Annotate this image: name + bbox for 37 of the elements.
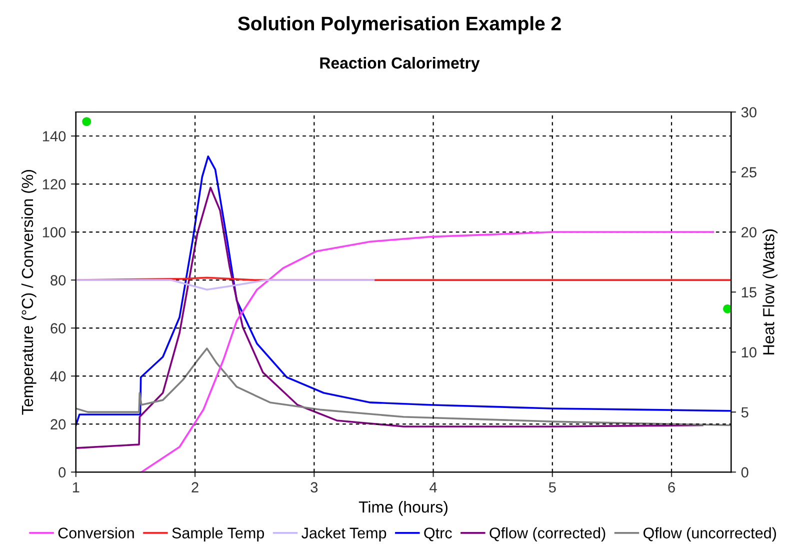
y-tick-label: 140	[42, 131, 66, 142]
x-tick-label: 4	[430, 482, 437, 492]
y2-tick-label: 25	[742, 167, 756, 178]
line-series	[76, 156, 732, 426]
legend-label: Qflow (uncorrected)	[644, 527, 776, 542]
y2-tick-label: 10	[742, 347, 756, 358]
legend-label: Qflow (corrected)	[490, 527, 606, 542]
y-tick-label: 80	[50, 275, 66, 286]
chart-subtitle: Reaction Calorimetry	[320, 56, 480, 72]
y-tick-label: 100	[42, 227, 66, 238]
line-series	[76, 279, 375, 291]
x-tick-label: 6	[668, 482, 675, 493]
y2-tick-label: 0	[741, 467, 748, 478]
y-tick-label: 0	[58, 467, 66, 478]
x-tick-label: 1	[72, 482, 80, 492]
line-series	[76, 348, 732, 426]
y2-axis-title: Heat Flow (Watts)	[762, 229, 778, 354]
y-axis-title: Temperature (°C) / Conversion (%)	[21, 170, 36, 415]
y-tick-label: 120	[42, 179, 66, 190]
y-tick-label: 40	[50, 371, 66, 382]
x-tick-label: 5	[548, 482, 556, 493]
legend-label: Qtrc	[424, 528, 452, 542]
x-tick-label: 3	[310, 482, 318, 493]
y2-tick-label: 20	[742, 227, 756, 238]
x-axis-title: Time (hours)	[358, 500, 448, 516]
line-series	[140, 231, 714, 472]
x-tick-label: 2	[192, 482, 198, 492]
chart-title: Solution Polymerisation Example 2	[238, 16, 561, 34]
legend-label: Sample Temp	[172, 527, 264, 542]
y2-tick-label: 5	[741, 407, 748, 418]
y-tick-label: 20	[50, 419, 66, 430]
y-tick-label: 60	[50, 323, 66, 334]
y2-tick-label: 30	[741, 107, 756, 118]
legend-label: Conversion	[58, 527, 134, 538]
line-series	[76, 186, 704, 449]
y2-tick-label: 15	[742, 287, 756, 298]
legend-label: Jacket Temp	[302, 527, 386, 542]
